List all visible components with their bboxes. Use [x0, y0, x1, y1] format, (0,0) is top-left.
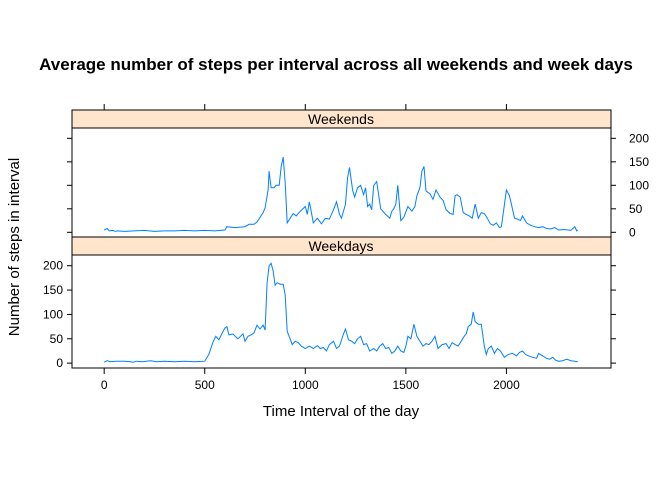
weekdays-series-line: [103, 262, 578, 363]
y-tick-label: 100: [629, 178, 649, 192]
x-tick-label: 1500: [393, 378, 420, 392]
y-tick-label: 150: [43, 283, 63, 297]
panel-weekends: Weekends: [72, 110, 611, 232]
chart-title: Average number of steps per interval acr…: [39, 55, 633, 74]
x-axis-label: Time Interval of the day: [263, 403, 420, 420]
y-axis-label: Number of steps in interval: [6, 158, 23, 336]
y-tick-label: 150: [629, 155, 649, 169]
strip-weekdays: [72, 237, 611, 255]
strip-label-weekdays: Weekdays: [308, 238, 373, 254]
y-tick-label: 50: [50, 332, 64, 346]
y-tick-label: 0: [56, 356, 63, 370]
x-tick-label: 2000: [493, 378, 520, 392]
x-tick-label: 1000: [292, 378, 319, 392]
y-tick-label: 200: [629, 131, 649, 145]
y-tick-label: 200: [43, 259, 63, 273]
strip-weekends: [72, 110, 611, 128]
panel-frame-1: [71, 236, 612, 369]
strip-label-weekends: Weekends: [308, 111, 374, 127]
y-tick-label: 0: [629, 225, 636, 239]
x-tick-label: 500: [195, 378, 215, 392]
panel-weekdays: Weekdays: [72, 237, 611, 363]
x-tick-label: 0: [101, 378, 108, 392]
y-tick-label: 50: [629, 202, 643, 216]
y-tick-label: 100: [43, 307, 63, 321]
panel-frames: [71, 109, 612, 369]
weekends-series-line: [103, 156, 579, 232]
